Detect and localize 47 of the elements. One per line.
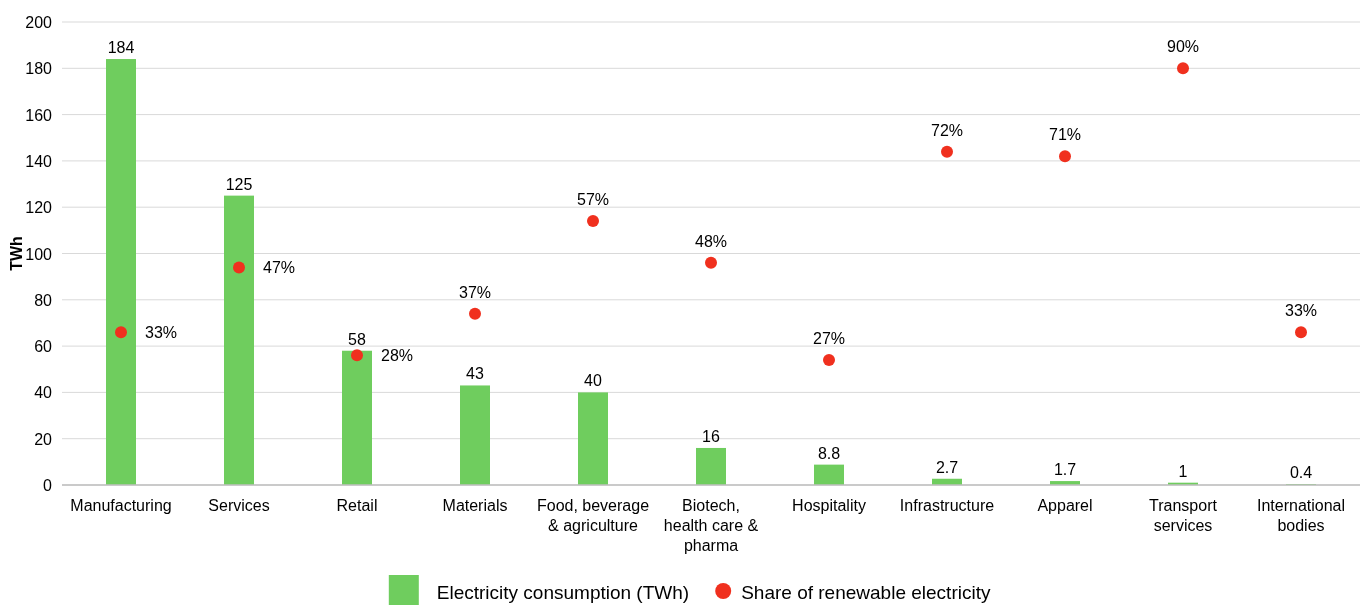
x-tick-label: Food, beverage & agriculture: [536, 497, 650, 534]
data-label: 37%: [458, 283, 492, 301]
y-tick-label: 100: [25, 245, 53, 263]
x-tick-label: Transport services: [1149, 497, 1218, 534]
y-tick-label: 20: [34, 430, 53, 448]
data-label: 0.4: [1289, 464, 1313, 482]
data-label: 72%: [930, 121, 964, 139]
data-label: 57%: [576, 191, 610, 209]
data-label: 125: [225, 175, 253, 193]
data-label: 47%: [263, 259, 296, 277]
data-label: 27%: [812, 329, 846, 347]
data-label: 28%: [381, 347, 414, 365]
x-tick-label: Retail: [336, 497, 378, 514]
y-tick-label: 120: [25, 199, 53, 217]
y-tick-label: 160: [25, 106, 53, 124]
data-label: 1.7: [1053, 461, 1077, 479]
x-tick-label: International bodies: [1256, 497, 1346, 534]
y-tick-label: 180: [25, 60, 53, 78]
data-label: 16: [702, 427, 720, 445]
data-label: 48%: [694, 232, 728, 250]
data-label: 43: [466, 365, 484, 383]
data-label: 1: [1178, 462, 1188, 480]
y-tick-label: 60: [34, 338, 53, 356]
y-tick-label: 140: [25, 152, 53, 170]
data-label: 8.8: [817, 444, 841, 462]
x-tick-label: Infrastructure: [899, 497, 995, 514]
y-tick-label: 80: [34, 291, 53, 309]
x-tick-label: Manufacturing: [70, 497, 172, 514]
data-label: 40: [584, 372, 602, 390]
data-label: 58: [348, 330, 366, 348]
x-tick-label: Apparel: [1037, 497, 1093, 514]
y-tick-label: 200: [25, 14, 53, 31]
legend-label: Electricity consumption (TWh): [436, 582, 690, 603]
legend-label: Share of renewable electricity: [741, 582, 991, 603]
y-tick-label: 0: [43, 477, 53, 494]
data-label: 90%: [1166, 38, 1200, 56]
data-label: 2.7: [935, 458, 959, 476]
data-label: 33%: [145, 324, 178, 342]
x-tick-label: Materials: [442, 497, 508, 514]
data-label: 71%: [1048, 126, 1082, 144]
x-tick-label: Biotech, health care & pharma: [663, 497, 759, 554]
y-axis-title: TWh: [8, 236, 25, 271]
x-tick-label: Services: [208, 497, 270, 514]
data-label: 33%: [1284, 302, 1318, 320]
data-label: 184: [107, 39, 135, 57]
y-tick-label: 40: [34, 384, 53, 402]
x-tick-label: Hospitality: [792, 497, 866, 514]
